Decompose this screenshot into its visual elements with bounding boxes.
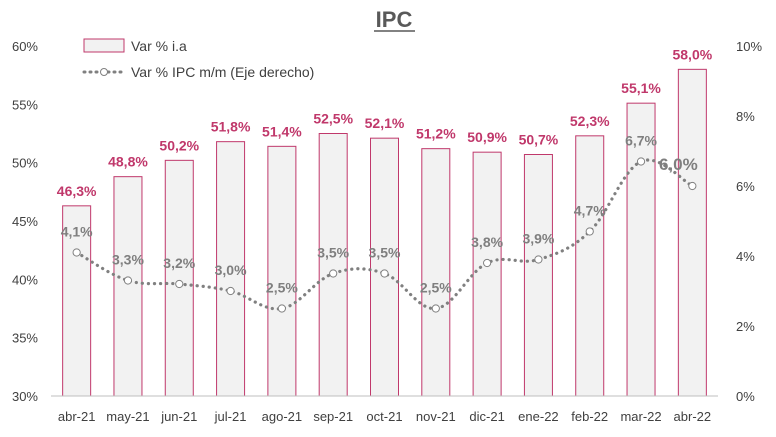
line-marker-may-21	[123, 276, 133, 285]
x-axis-tick-label: jun-21	[160, 409, 197, 424]
x-axis-tick-label: sep-21	[313, 409, 353, 424]
bar-value-label: 52,3%	[570, 113, 610, 129]
left-axis-tick-label: 45%	[12, 214, 38, 229]
left-axis-tick-label: 35%	[12, 331, 38, 346]
left-axis-tick-label: 55%	[12, 97, 38, 112]
left-axis-tick-label: 60%	[12, 39, 38, 54]
right-axis-tick-label: 8%	[736, 109, 755, 124]
line-marker-oct-21	[380, 269, 389, 278]
bar-may-21	[113, 176, 143, 397]
line-value-label: 6,7%	[625, 133, 657, 149]
line-value-label: 3,2%	[163, 255, 195, 271]
bar-value-label: 50,7%	[519, 132, 559, 148]
x-axis-tick-label: dic-21	[469, 409, 504, 424]
bar-sep-21	[318, 133, 348, 397]
right-axis-tick-label: 2%	[736, 319, 755, 334]
bar-value-label: 51,4%	[262, 123, 302, 139]
bar-jun-21	[164, 159, 194, 397]
legend-bar-label: Var % i.a	[131, 38, 187, 54]
x-axis-tick-label: may-21	[106, 409, 149, 424]
line-value-label: 4,7%	[574, 203, 606, 219]
bar-abr-21	[62, 205, 92, 397]
line-labels: 4,1% 3,3% 3,2% 3,0% 2,5% 3,5% 3,5% 2,5% 3,8% 3,9%…	[61, 133, 698, 296]
x-axis-tick-label: oct-21	[366, 409, 402, 424]
right-axis-tick-label: 6%	[736, 179, 755, 194]
left-axis-tick-label: 40%	[12, 272, 38, 287]
bar-mar-22	[626, 102, 656, 397]
legend-line-label: Var % IPC m/m (Eje derecho)	[131, 64, 314, 80]
x-axis-tick-label: nov-21	[416, 409, 456, 424]
line-marker-feb-22	[585, 227, 594, 236]
left-axis-tick-label: 30%	[12, 389, 38, 404]
bar-value-label: 51,8%	[211, 119, 251, 135]
right-axis-tick-label: 0%	[736, 389, 755, 404]
bar-value-label: 50,9%	[467, 129, 507, 145]
line-value-label: 3,5%	[369, 245, 401, 261]
right-axis: 0% 2% 4% 6% 8% 10%	[736, 39, 762, 404]
bar-value-label: 58,0%	[672, 46, 712, 62]
line-value-label: 4,1%	[61, 224, 93, 240]
left-axis-tick-label: 50%	[12, 156, 38, 171]
bar-value-label: 55,1%	[621, 80, 661, 96]
x-axis-tick-label: ene-22	[518, 409, 558, 424]
line-value-label: 3,0%	[215, 262, 247, 278]
bar-value-label: 48,8%	[108, 154, 148, 170]
bar-ene-22	[523, 154, 553, 397]
line-value-label: 3,5%	[317, 245, 349, 261]
line-marker-mar-22	[636, 157, 646, 166]
line-marker-sep-21	[329, 269, 338, 278]
bar-value-label: 51,2%	[416, 126, 456, 142]
line-value-label: 6,0%	[659, 155, 698, 174]
x-axis-tick-label: feb-22	[571, 409, 608, 424]
chart-title: IPC	[376, 7, 413, 32]
bar-value-label: 52,1%	[365, 115, 405, 131]
legend-line-marker	[100, 68, 108, 76]
right-axis-tick-label: 10%	[736, 39, 762, 54]
line-marker-abr-22	[688, 181, 697, 191]
x-axis-tick-label: mar-22	[620, 409, 661, 424]
line-marker-ene-22	[534, 255, 543, 264]
bar-value-label: 52,5%	[313, 111, 353, 127]
x-axis-tick-label: ago-21	[262, 409, 302, 424]
bar-value-label: 46,3%	[57, 183, 97, 199]
line-value-label: 2,5%	[420, 280, 452, 296]
bar-labels: 46,3% 48,8% 50,2% 51,8% 51,4% 52,5% 52,1% 51,2%…	[57, 46, 713, 199]
bars	[62, 68, 707, 397]
legend-line-swatch	[82, 68, 126, 76]
line-value-label: 3,9%	[522, 231, 554, 247]
line-marker-nov-21	[431, 304, 440, 313]
line-marker-jul-21	[226, 286, 235, 296]
x-axis-tick-label: jul-21	[214, 409, 247, 424]
bar-value-label: 50,2%	[159, 137, 199, 153]
line-value-label: 3,8%	[471, 234, 503, 250]
bar-feb-22	[575, 135, 605, 397]
bar-oct-21	[370, 137, 399, 397]
line-marker-dic-21	[483, 258, 492, 268]
right-axis-tick-label: 4%	[736, 249, 755, 264]
bar-nov-21	[421, 148, 451, 397]
line-value-label: 2,5%	[266, 280, 298, 296]
bar-jul-21	[216, 141, 246, 397]
legend-bar-swatch	[83, 38, 125, 53]
x-axis-tick-label: abr-22	[674, 409, 712, 424]
legend: Var % i.a Var % IPC m/m (Eje derecho)	[82, 38, 314, 80]
line-marker-jun-21	[175, 279, 184, 289]
line-marker-ago-21	[277, 304, 286, 313]
line-marker-abr-21	[72, 248, 81, 257]
x-axis: abr-21 may-21 jun-21 jul-21 ago-21 sep-21 oct-…	[51, 395, 718, 424]
line-value-label: 3,3%	[112, 252, 144, 268]
bar-ago-21	[267, 145, 297, 397]
line-series	[72, 157, 697, 313]
bar-abr-22	[677, 68, 707, 397]
x-axis-tick-label: abr-21	[58, 409, 96, 424]
left-axis: 30% 35% 40% 45% 50% 55% 60%	[12, 39, 38, 404]
bar-dic-21	[472, 151, 502, 397]
